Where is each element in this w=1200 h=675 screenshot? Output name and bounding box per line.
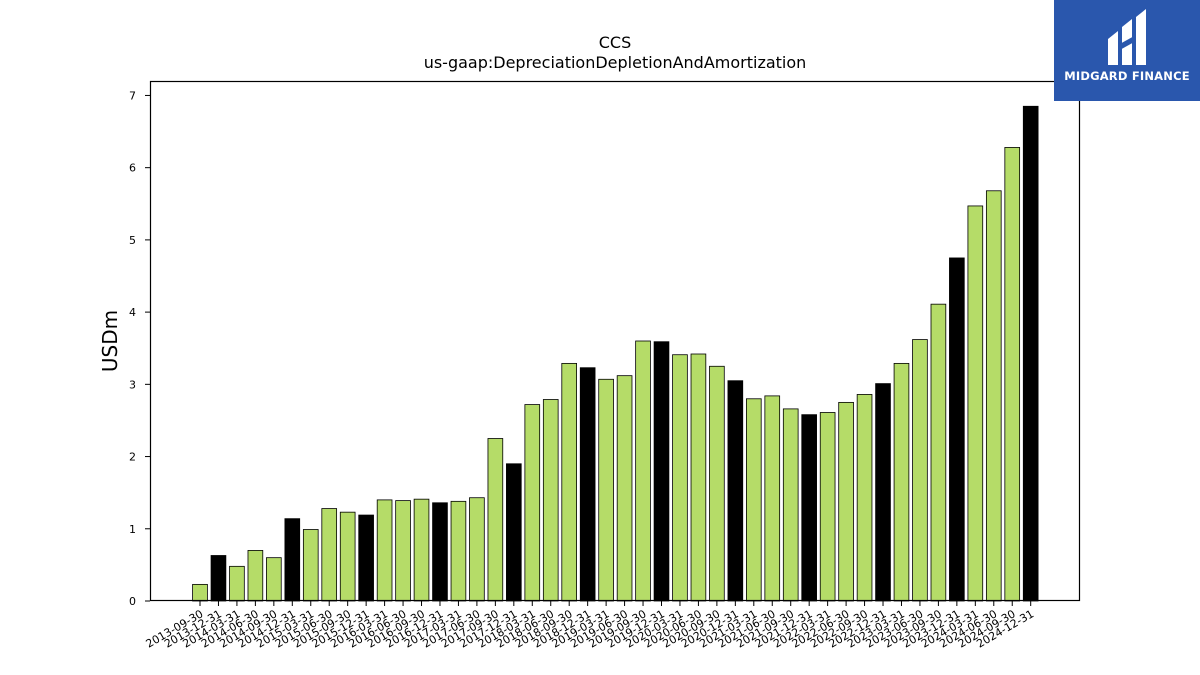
bar-2021-09-30 (782, 408, 799, 602)
bar-2022-09-30 (856, 394, 873, 602)
bar-2017-12-31 (506, 463, 522, 602)
bar-2013-12-31 (210, 555, 227, 602)
bar-2019-06-30 (616, 375, 633, 602)
bar-2018-12-31 (579, 367, 596, 602)
bar-2020-06-30 (690, 353, 707, 602)
bar-2023-06-30 (912, 339, 928, 602)
bar-2014-12-31 (284, 518, 301, 602)
bar-2022-06-30 (838, 401, 854, 602)
bar-2016-12-31 (432, 502, 448, 602)
bar-2014-03-31 (229, 565, 245, 602)
bar-2023-09-30 (930, 303, 947, 602)
y-tick-label: 5 (129, 234, 136, 247)
y-tick-label: 0 (129, 595, 136, 608)
midgard-logo-icon (1108, 9, 1146, 65)
bar-2017-09-30 (487, 438, 504, 602)
bar-2020-09-30 (709, 365, 725, 602)
bar-2024-12-31 (1022, 105, 1039, 602)
bar-2022-12-31 (875, 383, 891, 602)
bar-2016-06-30 (395, 500, 411, 602)
bar-2015-12-31 (358, 514, 374, 602)
y-tick-label: 1 (129, 523, 136, 536)
bar-2023-12-31 (949, 257, 965, 602)
bar-2014-06-30 (247, 550, 264, 602)
plot-frame (149, 80, 1081, 602)
bar-2015-03-31 (302, 529, 319, 602)
chart-subtitle: us-gaap:DepreciationDepletionAndAmortiza… (424, 53, 807, 72)
y-axis-ticks: 0 1 2 3 4 5 6 7 (129, 89, 150, 608)
bar-2024-03-31 (967, 205, 984, 602)
bars-group (192, 105, 1039, 602)
bar-2018-06-30 (542, 399, 559, 602)
bar-2020-12-31 (727, 380, 744, 602)
bar-2020-03-31 (672, 354, 688, 602)
bar-2015-06-30 (321, 508, 338, 602)
bar-2024-09-30 (1004, 147, 1021, 602)
y-tick-label: 2 (129, 451, 136, 464)
bar-2016-03-31 (376, 499, 393, 602)
bar-2018-09-30 (561, 362, 577, 602)
bar-2021-12-31 (801, 414, 817, 602)
bar-2022-03-31 (819, 412, 836, 602)
bar-2019-09-30 (635, 340, 651, 602)
y-axis-label: USDm (98, 310, 122, 372)
chart-title: CCS (599, 33, 632, 52)
bar-2013-09-30 (192, 583, 208, 602)
bar-2024-06-30 (985, 190, 1002, 602)
y-tick-label: 7 (129, 89, 136, 102)
bar-2014-09-30 (266, 557, 282, 602)
bar-2017-06-30 (469, 497, 485, 602)
bar-2015-09-30 (339, 511, 356, 602)
x-axis-ticks: 2013-09-302013-12-312014-03-312014-06-30… (144, 601, 1036, 651)
bar-2021-03-31 (746, 398, 762, 602)
bar-2019-12-31 (653, 341, 670, 602)
brand-name: MIDGARD FINANCE (1064, 69, 1190, 83)
bar-2021-06-30 (764, 395, 781, 602)
bar-2023-03-31 (893, 362, 910, 602)
bar-2019-03-31 (598, 378, 614, 602)
bar-2018-03-31 (524, 404, 541, 602)
bar-2016-09-30 (413, 498, 430, 602)
y-tick-label: 6 (129, 162, 136, 175)
y-tick-label: 3 (129, 378, 136, 391)
brand-logo: MIDGARD FINANCE (1054, 0, 1200, 101)
y-tick-label: 4 (129, 306, 136, 319)
bar-2017-03-31 (450, 500, 467, 602)
